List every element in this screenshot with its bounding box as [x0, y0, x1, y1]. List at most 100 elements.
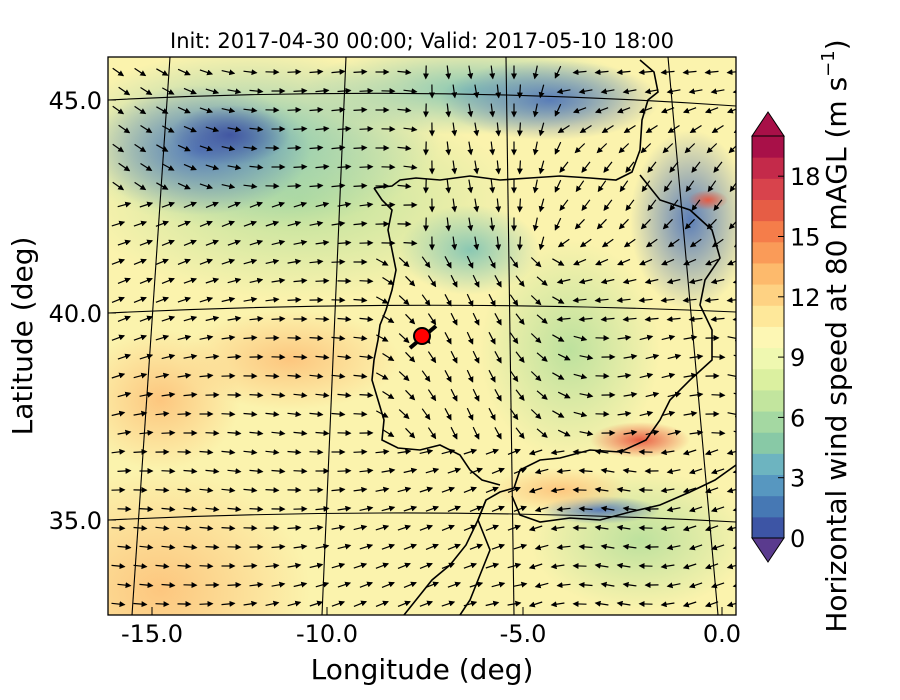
wind-arrow	[691, 161, 701, 173]
wind-arrow	[617, 334, 632, 341]
wind-arrow	[726, 69, 736, 76]
wind-arrow	[450, 350, 458, 364]
wind-arrow	[331, 335, 346, 342]
wind-arrow	[536, 390, 548, 400]
wind-arrow	[271, 430, 286, 437]
wind-arrow	[397, 562, 411, 569]
wind-arrow	[133, 563, 148, 570]
wind-arrow	[488, 369, 496, 383]
wind-arrow	[419, 562, 433, 569]
wind-arrow	[447, 467, 462, 474]
wind-arrow	[600, 316, 615, 323]
wind-arrow	[118, 124, 131, 134]
colorbar-band	[752, 284, 784, 306]
wind-arrow	[491, 505, 505, 512]
wind-arrow	[243, 487, 258, 494]
wind-arrow	[221, 449, 236, 456]
wind-arrow	[550, 449, 565, 456]
wind-arrow	[133, 258, 147, 265]
wind-arrow	[579, 430, 594, 437]
wind-arrow	[509, 294, 519, 307]
colorbar-extend-top	[751, 111, 785, 137]
wind-arrow	[243, 449, 258, 456]
wind-arrow	[704, 601, 719, 608]
wind-arrow	[710, 506, 725, 513]
wind-arrow	[579, 354, 594, 361]
wind-arrow	[619, 180, 629, 193]
wind-arrow	[488, 293, 496, 307]
wind-arrow	[249, 315, 264, 322]
wind-arrow	[140, 124, 153, 134]
wind-arrow	[660, 69, 675, 76]
wind-arrow	[227, 277, 242, 284]
wind-arrow	[495, 122, 502, 137]
wind-arrow	[688, 468, 703, 475]
wind-arrow	[538, 160, 545, 175]
wind-arrow	[556, 316, 571, 323]
wind-arrow	[117, 582, 132, 589]
wind-arrow	[265, 258, 280, 265]
wind-arrow	[155, 487, 170, 494]
wind-arrow	[249, 201, 264, 208]
wind-arrow	[425, 581, 440, 588]
wind-arrow	[421, 370, 431, 383]
wind-arrow	[309, 449, 324, 456]
colorbar-tick-label: 9	[790, 344, 805, 372]
wind-arrow	[271, 468, 286, 475]
wind-arrow	[287, 449, 302, 456]
wind-arrow	[397, 600, 411, 607]
wind-arrow	[118, 162, 131, 172]
wind-arrow	[425, 505, 440, 512]
wind-arrow	[528, 563, 543, 570]
wind-arrow	[271, 239, 286, 246]
wind-arrow	[375, 448, 390, 455]
wind-arrow	[594, 107, 609, 114]
wind-arrow	[684, 218, 695, 230]
map-panel	[108, 57, 736, 615]
wind-arrow	[161, 506, 176, 513]
wind-arrow	[623, 429, 638, 436]
wind-arrow	[309, 182, 324, 189]
wind-arrow	[359, 201, 374, 208]
wind-arrow	[293, 581, 308, 588]
wind-arrow	[315, 239, 330, 246]
wind-arrow	[162, 163, 175, 171]
wind-arrow	[534, 544, 549, 551]
wind-arrow	[287, 524, 302, 531]
wind-arrow	[265, 487, 280, 494]
wind-arrow	[507, 562, 522, 569]
wind-arrow	[265, 562, 280, 569]
wind-arrow	[581, 199, 591, 211]
wind-arrow	[139, 353, 154, 360]
wind-arrow	[117, 467, 132, 474]
wind-arrow	[427, 427, 437, 440]
wind-arrow	[156, 144, 169, 152]
wind-arrow	[403, 467, 418, 474]
field-blob	[440, 60, 660, 140]
wind-arrow	[315, 87, 330, 94]
wind-arrow	[711, 392, 726, 399]
wind-arrow	[727, 259, 736, 266]
wind-arrow	[572, 297, 587, 304]
wind-arrow	[111, 601, 126, 608]
wind-arrow	[447, 543, 461, 550]
wind-arrow	[353, 106, 368, 113]
wind-arrow	[117, 429, 132, 436]
colorbar-band	[752, 516, 784, 539]
wind-arrow	[139, 429, 154, 436]
wind-arrow	[444, 408, 452, 421]
wind-arrow	[376, 258, 389, 266]
wind-arrow	[711, 430, 726, 437]
wind-arrow	[463, 600, 478, 607]
wind-arrow	[662, 143, 674, 154]
wind-arrow	[315, 392, 330, 399]
wind-arrow	[618, 218, 629, 230]
wind-arrow	[578, 316, 593, 323]
north-africa-coastline	[511, 464, 736, 523]
wind-arrow	[243, 296, 258, 303]
wind-arrow	[667, 429, 682, 436]
wind-arrow	[644, 88, 659, 95]
wind-arrow	[532, 65, 539, 80]
wind-arrow	[667, 391, 682, 398]
wind-arrow	[595, 258, 609, 266]
